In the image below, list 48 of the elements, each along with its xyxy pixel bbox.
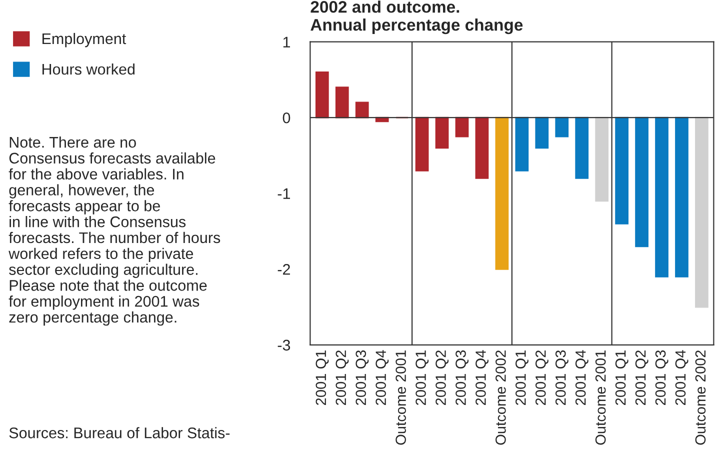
x-tick-label: 2001 Q3 [655,350,668,405]
bar [695,116,708,308]
bar [455,116,469,138]
x-tick-label: Outcome 2002 [496,350,506,445]
bar [315,71,329,118]
x-tick-label: 2001 Q1 [316,350,329,405]
source-note: Sources: Bureau of Labor Statis- [9,427,230,438]
bar [555,116,569,138]
text: Note. There are no Consensus forecasts available for the above variables. In general, however, the forecasts appear to be in line with the Consensus forecasts. The number of hours worked refers to the private sector excluding agriculture. Please note that the outcome for employment in 2001 was zero percentage change. [8,136,220,326]
x-tick-label: 2001 Q3 [356,350,369,405]
bar [615,116,628,224]
x-tick-label: Outcome 2001 [396,350,406,445]
x-tick-label: 2001 Q4 [476,350,488,405]
y-tick-label: -3 [278,340,290,351]
x-tick-label: Outcome 2002 [695,350,706,445]
legend-label: Employment [42,32,126,48]
y-tick-label: -1 [278,188,290,199]
x-tick-label: 2001 Q4 [675,350,688,405]
bar [515,116,529,172]
y-tick-label: 1 [283,36,290,48]
bar [415,116,429,172]
bar [575,116,589,179]
x-tick-label: 2001 Q2 [336,350,349,405]
x-tick-label: 2001 Q1 [416,350,429,405]
x-tick-label: 2001 Q2 [635,350,648,405]
bar [635,116,648,248]
x-tick-label: 2001 Q1 [615,350,628,405]
x-tick-label: Outcome 2001 [595,350,606,445]
x-tick-label: 2001 Q4 [376,350,389,405]
bar [495,116,509,270]
x-tick-label: 2001 Q4 [575,350,588,405]
y-tick-label: -2 [278,264,290,275]
bar [355,102,369,118]
bar [655,116,668,278]
x-tick-label: 2001 Q3 [456,350,469,405]
bar [535,116,549,149]
x-tick-label: 2001 Q2 [535,350,548,405]
x-tick-label: 2001 Q3 [555,350,568,405]
x-tick-label: 2001 Q1 [516,350,528,405]
x-tick-label: 2001 Q2 [436,350,449,405]
bar [435,116,449,149]
bar [595,116,609,202]
chart-title: 2002 and outcome. Annual percentage change [310,0,523,34]
legend-label: Hours worked [42,63,135,75]
bar [675,116,688,278]
y-tick-label: 0 [282,112,290,124]
bar [335,86,349,118]
bar [475,116,489,179]
